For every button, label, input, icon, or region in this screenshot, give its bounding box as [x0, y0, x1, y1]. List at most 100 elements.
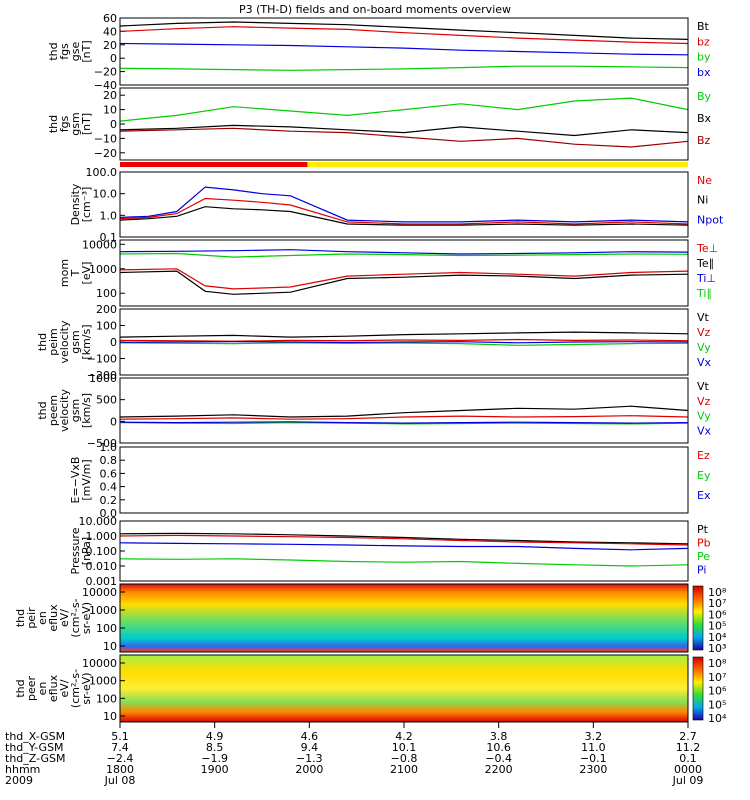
y-axis-label: sr-eV): [80, 602, 93, 634]
y-tick-label: 500: [96, 394, 117, 407]
legend-entry: By: [697, 90, 712, 103]
series-bz-line: [119, 26, 689, 45]
y-axis-label: (cm²-s-: [69, 598, 82, 637]
footer-value: −0.1: [580, 752, 607, 765]
footer-row-label: thd_X-GSM: [5, 730, 65, 743]
y-tick-label: 100: [96, 692, 117, 705]
footer-value: 3.2: [585, 730, 603, 743]
y-axis-label: Density: [69, 183, 82, 225]
footer-value: 5.1: [111, 730, 129, 743]
y-axis-label: thd: [47, 42, 60, 60]
legend-entry: Vt: [697, 380, 710, 393]
y-axis-label: velocity: [58, 320, 71, 363]
footer-value: 10.1: [392, 741, 417, 754]
y-tick-label: −100: [87, 353, 117, 366]
panel-9: 10⁸10⁷10⁶10⁵10⁴10³10000100010010thdpeire…: [14, 583, 727, 655]
series-Npot-line: [119, 186, 689, 223]
y-axis-label: thd: [14, 609, 27, 627]
footer-value: 8.5: [206, 741, 224, 754]
legend-entry: Vy: [697, 410, 711, 423]
y-axis-label: [eV]: [80, 262, 93, 285]
series-Bz-line: [119, 127, 689, 148]
legend-entry: Vx: [697, 424, 712, 437]
legend-entry: by: [697, 51, 711, 64]
footer-value: 11.2: [676, 741, 701, 754]
y-tick-label: −500: [87, 437, 117, 450]
y-axis-label: peer: [25, 676, 38, 702]
colorbar-tick-label: 10⁶: [708, 685, 727, 698]
y-axis-label: peem: [47, 395, 60, 426]
status-segment: [120, 162, 308, 167]
y-tick-label: −20: [94, 66, 117, 79]
y-axis-label: [mV/m]: [80, 459, 93, 500]
footer-value: 2000: [295, 763, 323, 776]
y-tick-label: −40: [94, 79, 117, 92]
legend-entry: Ex: [697, 489, 711, 502]
y-tick-label: 0.8: [100, 454, 118, 467]
y-tick-label: 1000: [89, 675, 117, 688]
y-tick-label: 60: [103, 12, 117, 25]
footer-value: 1900: [201, 763, 229, 776]
colorbar-tick-label: 10⁶: [708, 608, 727, 621]
y-tick-label: 0: [110, 118, 117, 131]
panel-frame: [119, 446, 689, 514]
footer-value: −1.9: [201, 752, 228, 765]
y-axis-label: peim: [47, 328, 60, 356]
y-axis-label: thd: [14, 679, 27, 697]
y-tick-label: 10: [103, 640, 117, 653]
y-axis-label: [km/s]: [80, 393, 93, 428]
spectrogram: [120, 584, 688, 652]
series-Vy-line: [119, 342, 689, 346]
y-tick-label: 0: [110, 336, 117, 349]
legend-entry: Vz: [697, 395, 711, 408]
legend-entry: Bt: [697, 20, 710, 33]
status-segment: [307, 162, 688, 167]
status-bar: [120, 162, 688, 167]
colorbar: [692, 585, 704, 651]
y-tick-label: 1.000: [86, 530, 118, 543]
y-tick-label: 100: [96, 622, 117, 635]
colorbar-tick-label: 10⁵: [708, 698, 726, 711]
legend-entry: Vz: [697, 326, 711, 339]
y-axis-label: fgs: [58, 43, 71, 60]
y-tick-label: 0.2: [100, 494, 118, 507]
y-axis-label: thd: [47, 115, 60, 133]
y-axis-label: [cm⁻³]: [80, 187, 93, 223]
footer-value: 11.0: [581, 741, 606, 754]
series-bx-line: [119, 65, 689, 71]
y-tick-label: 0.6: [100, 467, 118, 480]
panel-frame: [119, 17, 689, 86]
legend-entry: Bx: [697, 112, 712, 125]
series-Ni-line: [119, 206, 689, 226]
series-Vx-line: [119, 341, 689, 344]
y-axis-label: gsm: [69, 330, 82, 353]
panel-frame: [119, 520, 689, 582]
legend-entry: Ti∥: [696, 287, 712, 300]
figure-title: P3 (TH-D) fields and on-board moments ov…: [239, 3, 511, 16]
y-tick-label: 10: [103, 104, 117, 117]
panel-3: 100.0 10.0 1.0 0.1 Ne Ni Npot Density[cm⁻³]: [69, 166, 724, 244]
panel-frame: [119, 87, 689, 161]
y-axis-label: eV/: [58, 609, 71, 627]
colorbar-tick-label: 10⁷: [708, 597, 726, 610]
y-tick-label: −10: [94, 132, 117, 145]
footer-value: −0.8: [391, 752, 418, 765]
colorbar-tick-label: 10⁸: [708, 586, 727, 599]
series-Bx-line: [119, 124, 689, 137]
y-tick-label: 0.4: [100, 481, 118, 494]
y-axis-label: sr-eV): [80, 672, 93, 704]
legend-entry: Pb: [697, 537, 711, 550]
footer-value: 4.9: [206, 730, 224, 743]
footer-value: 2200: [485, 763, 513, 776]
panel-frame: [119, 377, 689, 444]
colorbar-tick-label: 10⁴: [708, 712, 727, 725]
legend-entry: Ey: [697, 469, 711, 482]
series-Bt-line: [119, 21, 689, 40]
panel-frame: [119, 583, 689, 653]
y-tick-label: 200: [96, 303, 117, 316]
